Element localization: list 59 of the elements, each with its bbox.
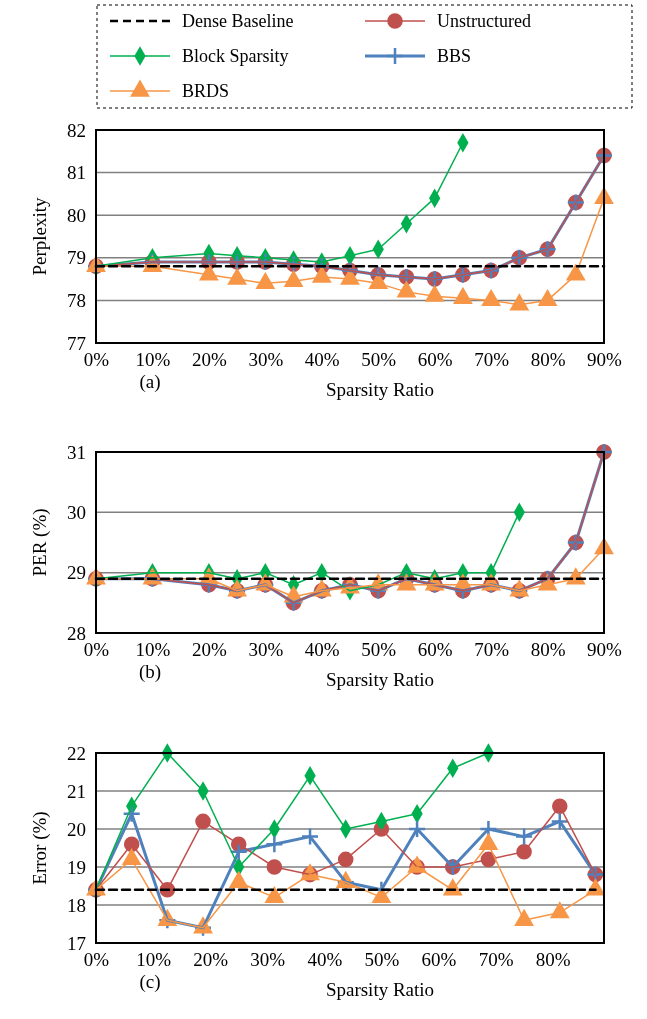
y-tick-label: 19 — [67, 856, 86, 878]
x-tick-label: 20% — [193, 949, 229, 971]
y-tick-label: 22 — [67, 742, 86, 764]
x-tick-label: 20% — [191, 639, 227, 661]
legend-label: Block Sparsity — [182, 46, 289, 66]
y-tick-label: 29 — [67, 562, 86, 584]
x-tick-label: 30% — [250, 949, 286, 971]
x-tick-label: 40% — [304, 639, 340, 661]
x-tick-label: 80% — [535, 949, 571, 971]
x-tick-label: 10% — [136, 949, 172, 971]
x-tick-label: 10% — [135, 639, 171, 661]
x-tick-label: 0% — [83, 949, 110, 971]
y-tick-label: 31 — [67, 441, 86, 463]
x-tick-label: 60% — [417, 349, 453, 371]
x-axis-title: Sparsity Ratio — [325, 669, 435, 690]
y-tick-label: 79 — [67, 247, 86, 269]
x-tick-label: 80% — [530, 349, 566, 371]
y-tick-label: 80 — [67, 204, 86, 226]
y-tick-label: 78 — [67, 289, 86, 311]
y-tick-label: 17 — [67, 932, 86, 954]
y-axis-title: PER (%) — [29, 508, 51, 577]
x-tick-label: 0% — [83, 639, 110, 661]
x-axis-title: Sparsity Ratio — [325, 379, 435, 400]
x-tick-label: 50% — [361, 639, 397, 661]
y-tick-label: 18 — [67, 894, 86, 916]
text: (b) — [138, 661, 162, 683]
x-tick-label: 60% — [417, 639, 453, 661]
y-tick-label: 30 — [67, 501, 86, 523]
legend-label: BRDS — [182, 81, 230, 101]
y-tick-label: 82 — [67, 119, 86, 141]
x-tick-label: 50% — [364, 949, 400, 971]
legend-label: BBS — [437, 46, 472, 66]
text: (c) — [139, 971, 161, 993]
x-tick-label: 0% — [83, 349, 110, 371]
x-axis-title: Sparsity Ratio — [325, 979, 435, 1000]
x-tick-label: 70% — [478, 949, 514, 971]
x-tick-label: 30% — [248, 349, 284, 371]
x-tick-label: 50% — [361, 349, 397, 371]
x-tick-label: 30% — [248, 639, 284, 661]
x-tick-label: 20% — [191, 349, 227, 371]
y-tick-label: 21 — [67, 780, 86, 802]
y-tick-label: 81 — [67, 162, 86, 184]
x-tick-label: 60% — [421, 949, 457, 971]
x-tick-label: 40% — [307, 949, 343, 971]
y-tick-label: 20 — [67, 818, 86, 840]
x-tick-label: 10% — [135, 349, 171, 371]
x-tick-label: 70% — [474, 349, 510, 371]
x-tick-label: 80% — [530, 639, 566, 661]
legend-label: Dense Baseline — [182, 11, 294, 31]
legend-label: Unstructured — [437, 11, 531, 31]
x-tick-label: 90% — [587, 639, 623, 661]
x-tick-label: 40% — [304, 349, 340, 371]
text: (a) — [139, 371, 161, 393]
y-tick-label: 77 — [67, 332, 86, 354]
y-axis-title: Error (%) — [29, 811, 51, 885]
y-tick-label: 28 — [67, 622, 86, 644]
x-tick-label: 90% — [587, 349, 623, 371]
x-tick-label: 70% — [474, 639, 510, 661]
y-axis-title: Perplexity — [29, 196, 50, 276]
